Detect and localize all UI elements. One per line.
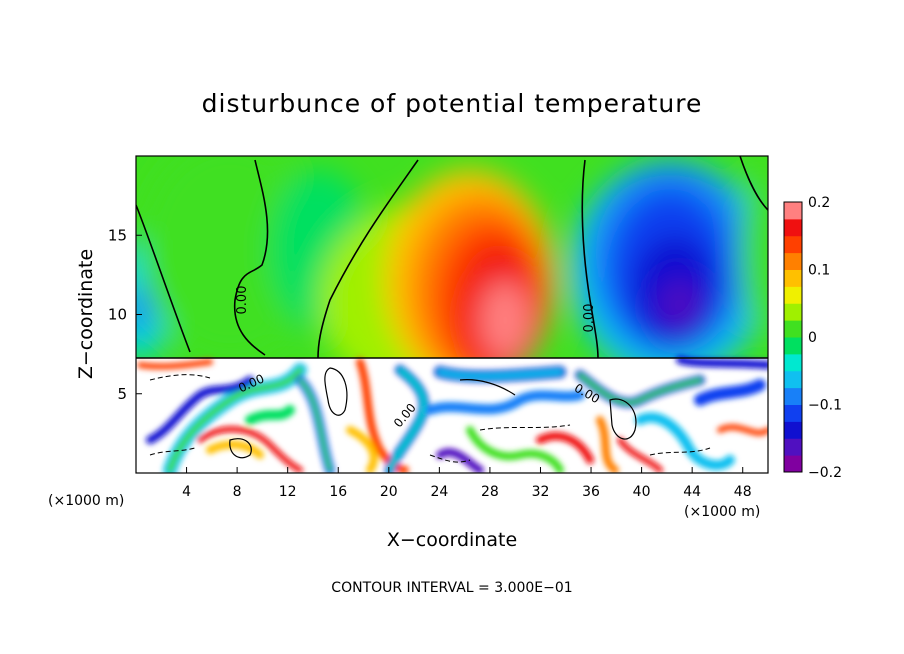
colorbar xyxy=(783,201,803,473)
colorbar-swatch xyxy=(784,235,802,254)
colorbar-tick-label: 0.2 xyxy=(808,195,830,211)
colorbar-swatch xyxy=(784,269,802,287)
x-tick-label: 8 xyxy=(233,484,242,500)
colorbar-swatch xyxy=(784,353,802,372)
colorbar-swatch xyxy=(784,337,802,355)
x-tick-label: 44 xyxy=(683,484,701,500)
contour-interval-note: CONTOUR INTERVAL = 3.000E−01 xyxy=(331,580,572,596)
colorbar-tick-label: 0 xyxy=(808,330,817,346)
upper-field xyxy=(136,156,768,400)
x-tick-label: 12 xyxy=(279,484,297,500)
colorbar-labels: 0.2 0.1 0 −0.1 −0.2 xyxy=(808,195,842,481)
x-tick-marks xyxy=(186,467,744,473)
x-tick-label: 16 xyxy=(329,484,347,500)
y-tick-label: 10 xyxy=(108,306,127,324)
contour-label: 0.00 xyxy=(582,304,597,333)
chart-title: disturbunce of potential temperature xyxy=(202,89,703,118)
colorbar-swatch xyxy=(784,303,802,321)
y-axis-label: Z−coordinate xyxy=(75,249,97,379)
colorbar-swatch xyxy=(784,370,802,389)
x-unit-left: (×1000 m) xyxy=(48,493,124,509)
colorbar-swatch xyxy=(784,438,802,456)
x-tick-labels: 4 8 12 16 20 24 28 32 36 40 44 48 xyxy=(182,484,752,500)
colorbar-swatch xyxy=(784,404,802,422)
plot-area xyxy=(136,156,768,473)
x-tick-label: 4 xyxy=(182,484,191,500)
colorbar-tick-label: −0.1 xyxy=(808,398,842,414)
x-tick-label: 28 xyxy=(481,484,499,500)
colorbar-swatch xyxy=(784,286,802,304)
colorbar-swatch xyxy=(784,320,802,338)
colorbar-tick-label: −0.2 xyxy=(808,465,842,481)
x-tick-label: 32 xyxy=(532,484,550,500)
y-tick-labels: 5 10 15 xyxy=(108,226,127,403)
colorbar-swatch xyxy=(784,421,802,439)
x-tick-label: 36 xyxy=(582,484,600,500)
contour-label: 0.00 xyxy=(235,286,250,315)
x-tick-label: 24 xyxy=(430,484,448,500)
colorbar-swatch xyxy=(784,202,802,220)
colorbar-frame xyxy=(783,201,803,473)
colorbar-swatch xyxy=(784,455,802,473)
x-axis-label: X−coordinate xyxy=(387,529,517,551)
y-tick-marks xyxy=(136,234,142,395)
colorbar-swatch xyxy=(784,252,802,270)
colorbar-swatch xyxy=(784,387,802,405)
colorbar-tick-label: 0.1 xyxy=(808,263,830,279)
x-tick-label: 40 xyxy=(633,484,651,500)
upper-contours xyxy=(136,156,768,359)
colorbar-swatch xyxy=(784,218,802,237)
lower-field xyxy=(136,356,768,473)
x-unit-right: (×1000 m) xyxy=(684,504,760,520)
y-tick-label: 15 xyxy=(108,226,127,244)
y-tick-label: 5 xyxy=(117,385,127,403)
x-tick-label: 20 xyxy=(380,484,398,500)
x-tick-label: 48 xyxy=(734,484,752,500)
